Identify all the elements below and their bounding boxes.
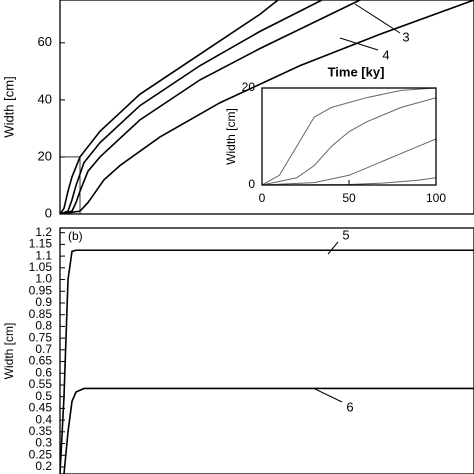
curve [262,97,436,185]
curve-label: 5 [342,227,349,242]
y-tick-label: 0 [45,205,52,220]
y-axis-label: Width [cm] [1,76,16,137]
y-tick-label: 0.5 [35,389,52,403]
axes-frame [59,227,474,474]
y-tick-label: 1.2 [35,225,52,239]
curve [262,138,436,185]
y-tick-label: 0.55 [29,377,53,391]
curve [63,387,474,474]
y-tick-label: 0.25 [29,447,53,461]
x-tick-label: 0 [259,191,266,205]
y-axis-label: Width [cm] [2,323,16,380]
pointer-line [312,387,343,403]
y-tick-label: 20 [38,148,52,163]
y-tick-label: 0.2 [35,459,52,473]
curve [262,88,436,185]
x-tick-label: 100 [426,191,446,205]
y-tick-label: 0.85 [29,307,53,321]
y-tick-label: 0.6 [35,365,52,379]
y-tick-label: 1.05 [29,260,53,274]
axes-frame [59,0,474,215]
y-axis-label: Width [cm] [224,108,238,165]
x-tick-label: 50 [342,191,356,205]
zoom-box [59,156,81,215]
y-tick-label: 1.0 [35,272,52,286]
curve [60,0,323,214]
y-tick-label: 0.95 [29,283,53,297]
pointer-line [354,3,401,34]
y-tick-label: 0.4 [35,412,52,426]
curve-label: 4 [382,47,389,62]
y-tick-label: 0.65 [29,354,53,368]
curve-label: 3 [402,29,409,44]
pointer-line [327,241,339,255]
y-tick-label: 40 [38,91,52,106]
y-tick-label: 0.8 [35,319,52,333]
plot-area [60,249,474,474]
y-tick-label: 0.35 [29,424,53,438]
y-tick-label: 0.9 [35,295,52,309]
inset-background [262,88,436,185]
curve [60,0,361,214]
y-tick-label: 1.1 [35,248,52,262]
y-tick-label: 0.7 [35,342,52,356]
curve [60,0,279,214]
y-tick-label: 0.45 [29,401,53,415]
y-tick-label: 0 [248,177,255,191]
y-tick-label: 0.3 [35,436,52,450]
y-tick-label: 1.15 [29,237,53,251]
y-tick-label: 0.75 [29,330,53,344]
y-tick-label: 20 [242,80,256,94]
curve [60,0,474,214]
curve [60,249,474,474]
panel-label: (b) [68,229,83,243]
plot-area [60,0,474,214]
y-tick-label: 60 [38,34,52,49]
annotation: Time [ky] [328,64,385,79]
curve-label: 6 [346,399,353,414]
pointer-line [339,37,379,51]
